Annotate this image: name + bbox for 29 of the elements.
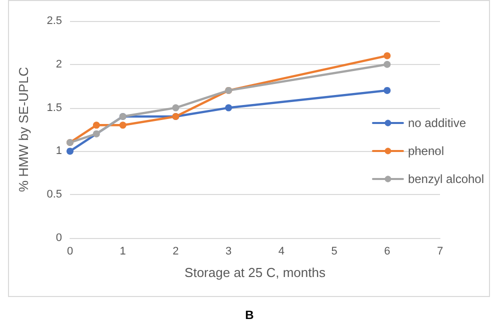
- point: [119, 122, 126, 129]
- point: [172, 104, 180, 112]
- y-tick-label: 1.5: [46, 102, 62, 114]
- legend-label: benzyl alcohol: [408, 172, 484, 186]
- y-tick-label: 0: [56, 232, 62, 244]
- y-tick-label: 0.5: [46, 188, 62, 201]
- y-axis-title: % HMW by SE-UPLC: [16, 67, 31, 192]
- point: [225, 104, 232, 112]
- x-axis-title: Storage at 25 C, months: [184, 265, 326, 280]
- point: [384, 52, 391, 60]
- x-tick-label: 6: [384, 246, 390, 258]
- point: [66, 148, 74, 155]
- x-tick-label: 1: [120, 246, 126, 258]
- y-tick-label: 2.5: [46, 15, 62, 27]
- point: [384, 60, 391, 68]
- x-tick-label: 3: [226, 246, 232, 258]
- x-tick-label: 5: [331, 246, 338, 258]
- x-tick-label: 7: [436, 246, 444, 258]
- x-tick-label: 4: [278, 246, 284, 258]
- point: [384, 86, 391, 94]
- x-tick-label: 0: [66, 246, 74, 258]
- legend-label: no additive: [408, 116, 466, 130]
- point: [92, 122, 100, 129]
- x-tick-label: 2: [172, 246, 179, 258]
- legend-label: phenol: [408, 144, 444, 158]
- y-tick-label: 2: [56, 58, 62, 70]
- text: B: [245, 308, 254, 322]
- point: [92, 130, 100, 138]
- y-tick-label: 1: [56, 145, 62, 158]
